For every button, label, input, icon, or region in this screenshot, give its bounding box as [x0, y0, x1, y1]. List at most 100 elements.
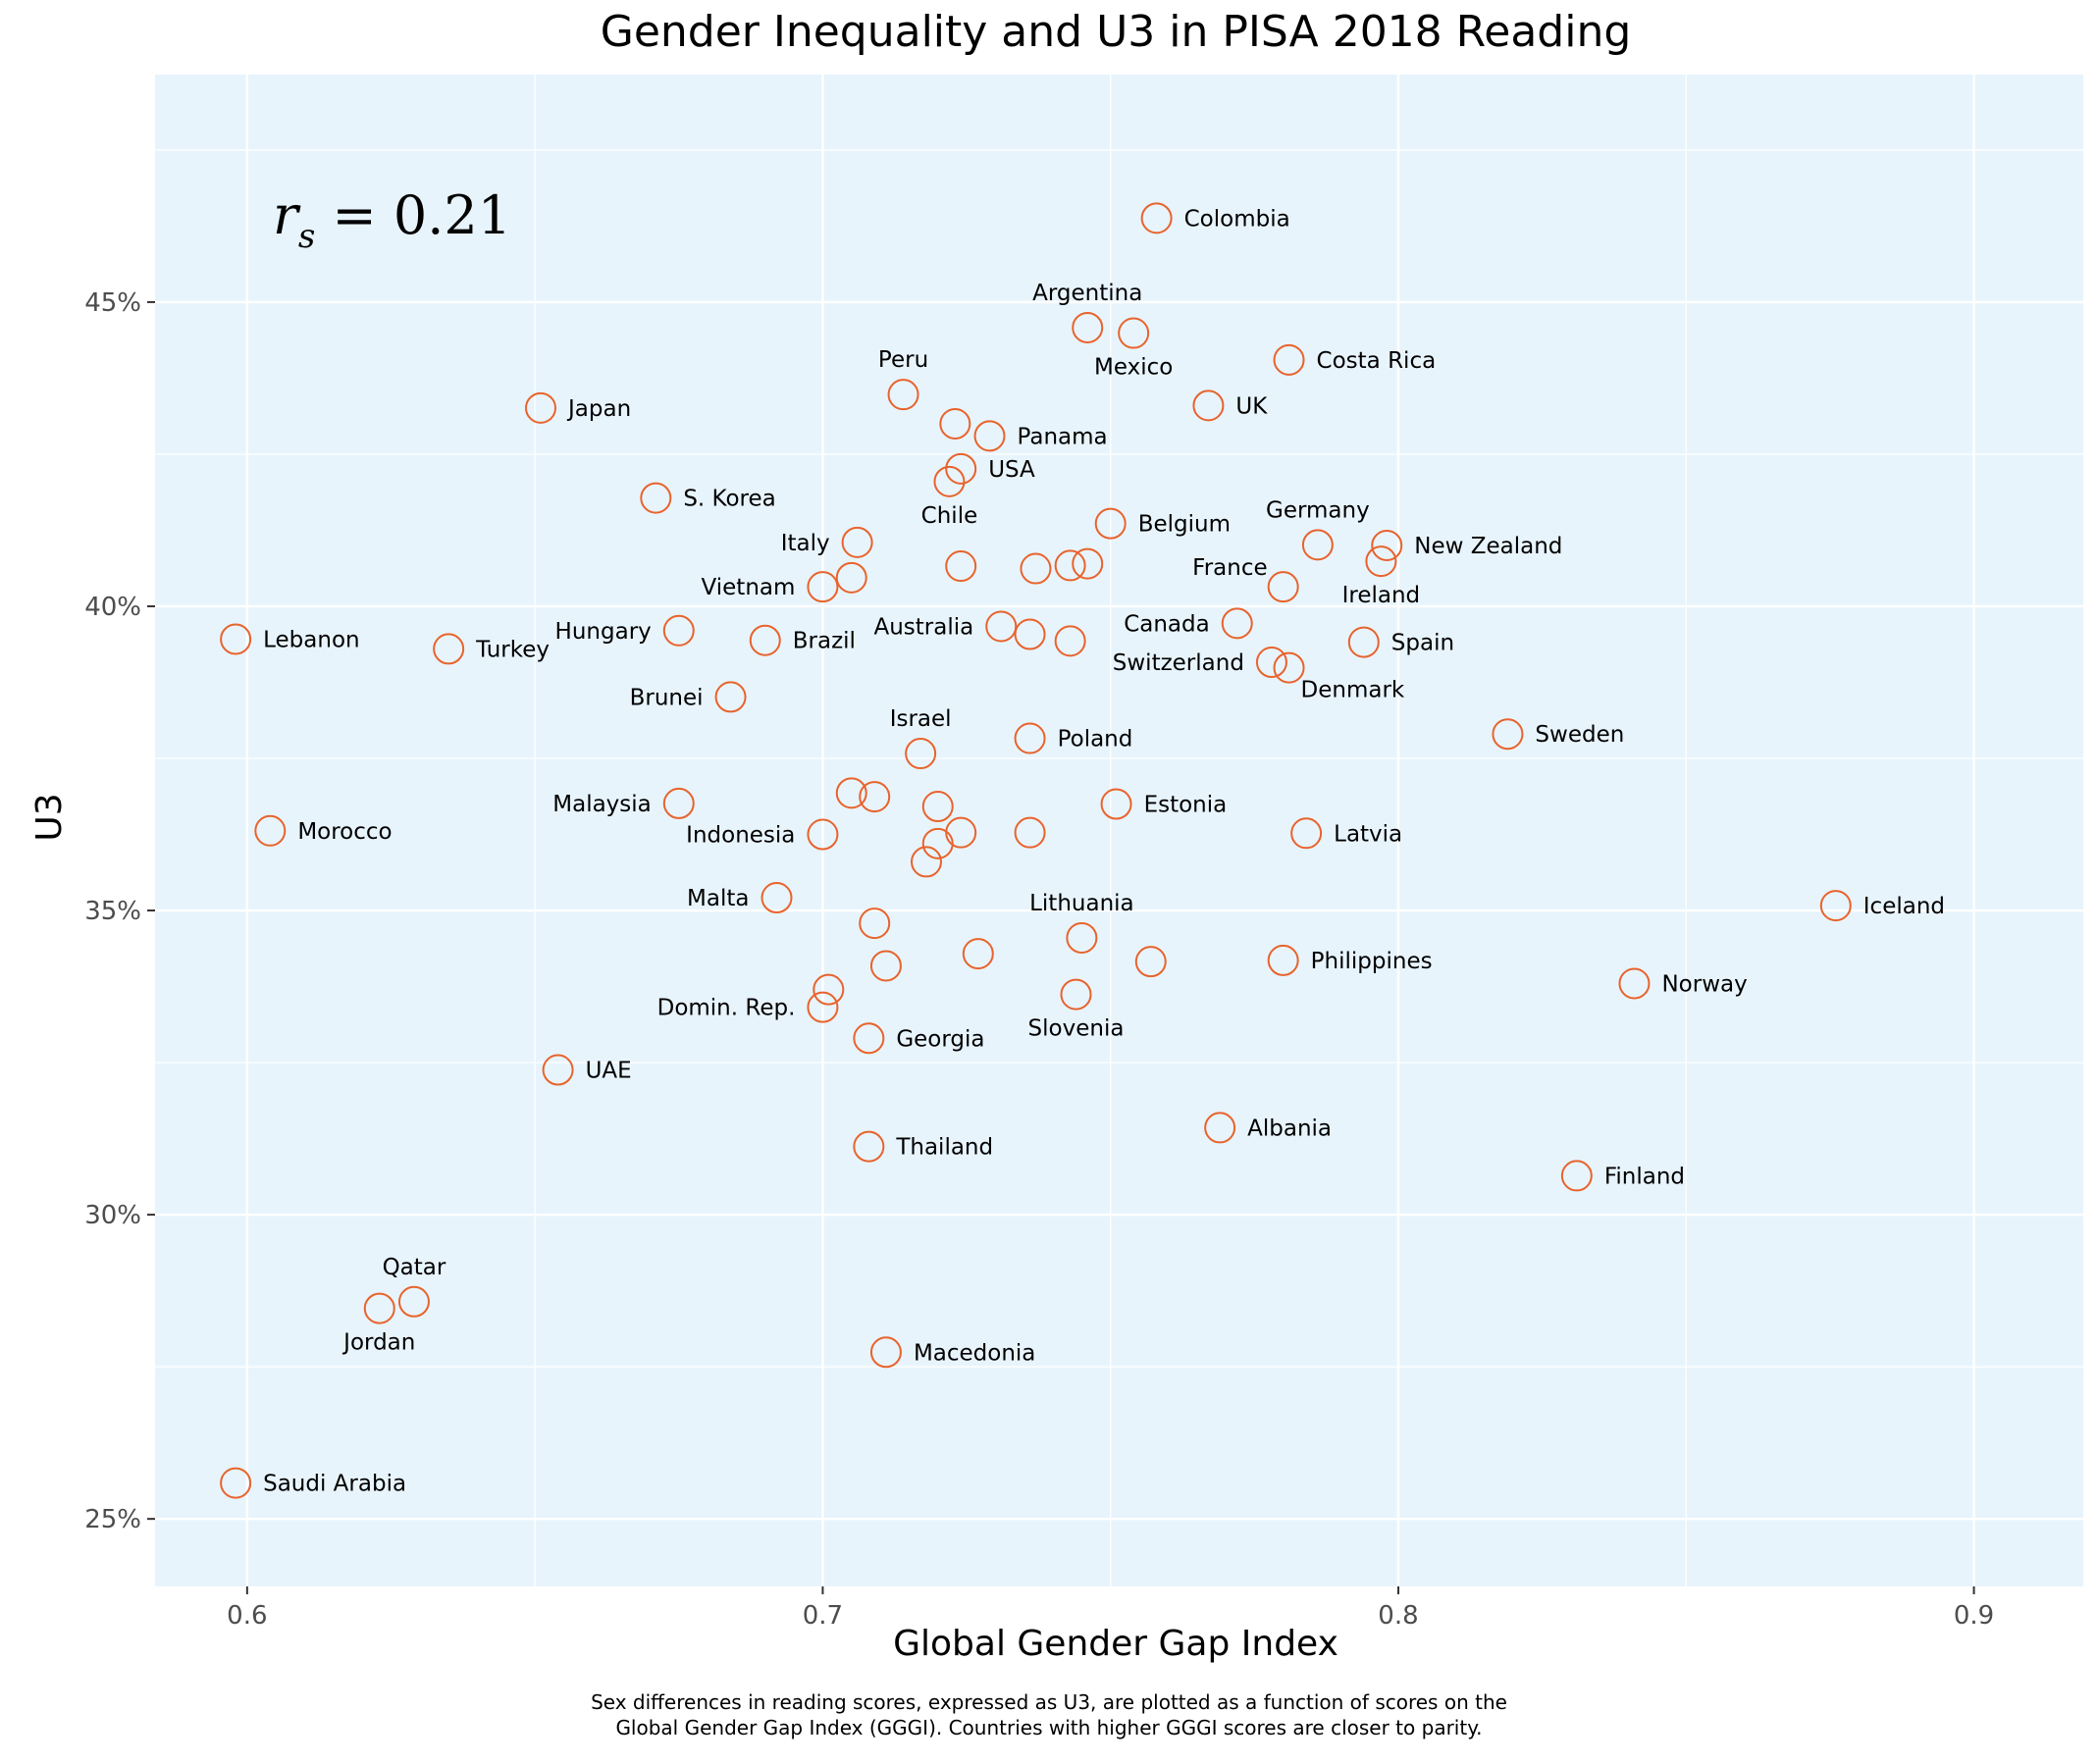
point-labels: Colombia Argentina Mexico Costa Rica Japan Pe… [263, 206, 1945, 1496]
data-point [397, 1285, 430, 1318]
data-point [905, 738, 937, 770]
data-point [1255, 647, 1287, 679]
point-label: Estonia [1144, 793, 1228, 818]
data-point [1072, 547, 1104, 580]
data-point [1118, 317, 1150, 349]
data-point [662, 614, 695, 647]
x-tick-label: 0.6 [227, 1601, 267, 1631]
point-label: Mexico [1094, 355, 1173, 381]
data-point [973, 420, 1006, 452]
point-label: Brazil [793, 629, 856, 654]
data-point [1347, 626, 1380, 658]
data-point [1054, 549, 1086, 582]
data-point [1020, 552, 1052, 585]
point-label: Poland [1058, 727, 1133, 752]
y-tick-label: 30% [84, 1201, 141, 1230]
data-points [220, 202, 1852, 1499]
point-label: Chile [921, 503, 978, 529]
data-point [939, 407, 971, 440]
point-label: Macedonia [914, 1340, 1035, 1366]
point-label: Finland [1604, 1164, 1685, 1189]
data-point [1267, 571, 1299, 603]
data-point [1301, 529, 1334, 561]
data-point [1192, 389, 1225, 422]
data-point [835, 561, 867, 594]
data-point [859, 781, 891, 813]
point-label: Norway [1661, 971, 1747, 997]
annotation-subscript: s [298, 217, 315, 256]
data-point [1819, 890, 1852, 922]
point-label: Peru [878, 347, 928, 373]
data-point [640, 482, 672, 514]
data-point [220, 623, 252, 655]
data-point [1014, 722, 1046, 754]
data-point [807, 818, 839, 851]
data-point [749, 624, 781, 656]
data-point [1365, 545, 1397, 578]
point-label: Belgium [1138, 512, 1231, 538]
point-label: Malaysia [552, 792, 652, 817]
data-point [1066, 921, 1098, 954]
data-point [1290, 817, 1323, 850]
data-point [363, 1292, 395, 1324]
point-label: Canada [1124, 611, 1210, 637]
point-label: UAE [586, 1059, 632, 1084]
caption-line-1: Sex differences in reading scores, expre… [591, 1690, 1507, 1714]
data-point [761, 882, 793, 914]
point-label: Ireland [1342, 583, 1421, 608]
point-label: UK [1235, 393, 1268, 419]
data-point [1014, 816, 1046, 849]
x-tick-label: 0.7 [803, 1601, 843, 1631]
point-label: Sweden [1535, 722, 1624, 748]
point-label: New Zealand [1414, 534, 1562, 559]
data-point [1560, 1160, 1593, 1192]
data-point [853, 1022, 885, 1055]
grid-lines [155, 75, 2083, 1586]
correlation-annotation: rs = 0.21 [273, 184, 511, 256]
point-label: Spain [1391, 631, 1454, 656]
data-point [1134, 946, 1167, 978]
data-point [813, 973, 845, 1006]
point-label: Turkey [475, 637, 550, 662]
point-label: Panama [1018, 424, 1108, 449]
point-label: Colombia [1184, 206, 1290, 232]
point-label: Australia [874, 614, 974, 640]
annotation-r: r [273, 184, 301, 246]
data-point [985, 610, 1018, 643]
data-point [869, 1336, 902, 1369]
y-tick-label: 25% [84, 1505, 141, 1534]
data-point [1054, 625, 1086, 657]
point-label: Malta [687, 886, 749, 911]
point-label: Lebanon [263, 627, 359, 652]
data-point [807, 571, 839, 603]
point-label: Domin. Rep. [657, 996, 796, 1021]
point-label: Germany [1266, 497, 1370, 523]
point-label: Saudi Arabia [263, 1472, 406, 1497]
point-label: Philippines [1311, 949, 1433, 974]
data-point [945, 550, 977, 583]
data-point [921, 827, 954, 859]
data-point [662, 787, 695, 819]
data-point [807, 991, 839, 1023]
data-point [853, 1130, 885, 1163]
point-label: Jordan [341, 1330, 415, 1356]
data-point [1204, 1112, 1236, 1144]
data-point [220, 1467, 252, 1499]
caption-line-2: Global Gender Gap Index (GGGI). Countrie… [615, 1716, 1483, 1739]
point-label: USA [988, 457, 1035, 483]
point-label: Latvia [1334, 821, 1402, 847]
point-label: Argentina [1032, 281, 1142, 306]
data-point [1140, 202, 1173, 234]
data-point [433, 633, 465, 665]
data-point [887, 379, 919, 411]
data-point [1060, 978, 1092, 1011]
axes: 0.6 0.7 0.8 0.9 25% 30% 35% 40% 45% [84, 288, 1994, 1631]
data-point [933, 465, 966, 497]
data-point [835, 777, 867, 809]
data-point [945, 452, 977, 485]
point-label: Vietnam [702, 575, 796, 600]
point-label: Indonesia [686, 823, 795, 849]
x-tick-label: 0.8 [1378, 1601, 1418, 1631]
point-label: Japan [566, 396, 631, 422]
